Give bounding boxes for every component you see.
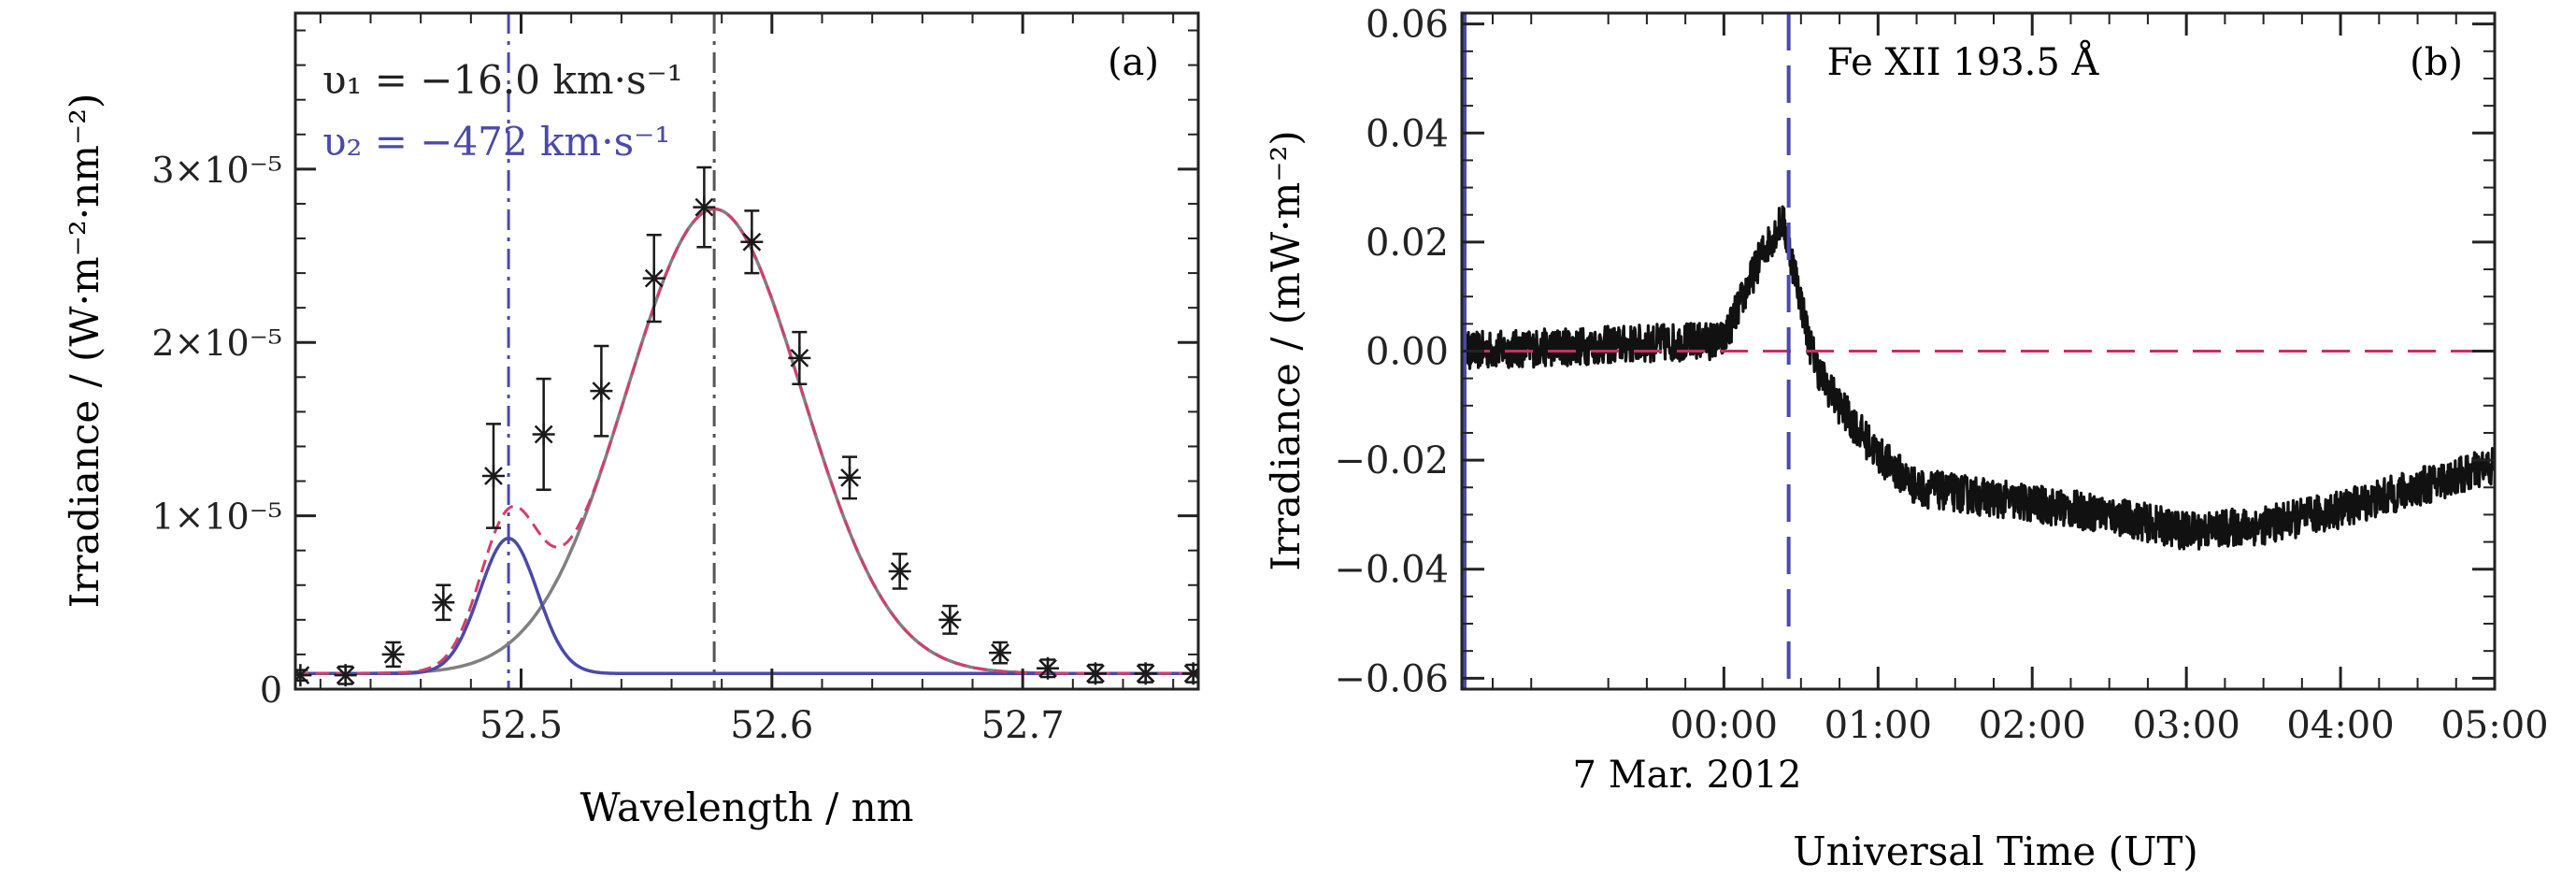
measurement-point	[1083, 662, 1107, 685]
marker-stroke	[840, 468, 859, 487]
panel-b-date-label: 7 Mar. 2012	[1573, 754, 1802, 797]
x-tick-label: 01:00	[1825, 704, 1932, 747]
measurement-point	[334, 664, 357, 687]
panel-a-plot-area	[295, 13, 1198, 689]
marker-stroke	[742, 232, 762, 252]
panel-b: 00:00 01:00 02:00 03:00 04:00 05:00 −0.06 −0.04…	[1263, 4, 2549, 874]
panel-a-label: (a)	[1108, 41, 1159, 84]
y-tick-label: 0.04	[1366, 112, 1449, 155]
panel-a-ticks: 52.5 52.6 52.7 0 1×10⁻⁵ 2×10⁻⁵ 3×10⁻⁵	[151, 13, 1198, 747]
y-tick-label: 0.02	[1366, 222, 1449, 265]
measurement-point	[642, 234, 665, 324]
main-component-fit-curve	[295, 207, 1198, 676]
x-tick-label: 52.7	[981, 704, 1065, 747]
y-tick-label: 0	[260, 669, 282, 711]
measurement-point	[788, 330, 811, 385]
marker-stroke	[790, 349, 809, 367]
measurement-point	[481, 423, 505, 529]
measurement-point	[989, 641, 1012, 665]
measurement-point	[838, 455, 862, 500]
panel-b-ticks: 00:00 01:00 02:00 03:00 04:00 05:00 −0.06 −0.04…	[1334, 4, 2548, 747]
measurement-point	[1134, 662, 1157, 685]
marker-stroke	[484, 467, 503, 485]
y-tick-label: 0.00	[1366, 331, 1449, 374]
marker-stroke	[336, 666, 355, 685]
velocity-annotation-1: υ₁ = −16.0 km·s⁻¹	[322, 57, 683, 103]
x-tick-label: 03:00	[2133, 704, 2240, 747]
panel-b-x-axis-label: Universal Time (UT)	[1793, 828, 2198, 874]
measurement-point	[1181, 662, 1198, 685]
y-tick-label: 1×10⁻⁵	[151, 497, 282, 538]
velocity-annotation-2: υ₂ = −472 km·s⁻¹	[322, 119, 670, 165]
y-tick-label: 2×10⁻⁵	[151, 323, 282, 364]
irradiance-time-series	[1462, 205, 2495, 551]
panel-a-x-axis-label: Wavelength / nm	[580, 784, 913, 830]
panel-b-plot-area	[1462, 13, 2495, 689]
marker-stroke	[1183, 667, 1198, 684]
marker-stroke	[534, 425, 553, 444]
y-tick-label: 0.06	[1366, 4, 1449, 47]
marker-stroke	[383, 645, 403, 664]
y-tick-label: −0.04	[1334, 549, 1449, 592]
panel-b-label: (b)	[2410, 41, 2463, 84]
marker-stroke	[592, 381, 611, 401]
panel-b-y-axis-label: Irradiance / (mW·m⁻²)	[1263, 130, 1309, 570]
panel-a-y-axis-label: Irradiance / (W·m⁻²·nm⁻²)	[62, 94, 107, 609]
measurement-point	[532, 377, 555, 492]
marker-stroke	[1136, 664, 1155, 684]
measurement-point	[295, 664, 312, 687]
marker-stroke	[1086, 664, 1105, 684]
y-tick-label: −0.02	[1334, 439, 1449, 482]
marker-stroke	[295, 666, 310, 683]
x-tick-label: 52.5	[479, 704, 563, 747]
y-tick-label: −0.06	[1334, 657, 1449, 700]
marker-stroke	[694, 197, 714, 217]
marker-stroke	[890, 562, 909, 581]
x-tick-label: 02:00	[1979, 704, 2086, 747]
x-tick-label: 05:00	[2440, 704, 2548, 747]
shifted-component-fit-curve	[295, 537, 1198, 676]
measurement-point	[938, 604, 962, 635]
marker-stroke	[991, 643, 1009, 662]
measurement-point	[432, 583, 455, 622]
measurement-point	[1037, 656, 1059, 680]
marker-stroke	[1038, 658, 1057, 678]
measurement-point	[590, 344, 613, 438]
measurement-point	[381, 641, 405, 669]
y-tick-label: 3×10⁻⁵	[151, 150, 282, 191]
x-tick-label: 04:00	[2286, 704, 2394, 747]
measurement-point	[888, 553, 911, 590]
measurement-point	[740, 209, 764, 275]
marker-stroke	[434, 593, 453, 612]
panel-a: 52.5 52.6 52.7 0 1×10⁻⁵ 2×10⁻⁵ 3×10⁻⁵ (a) υ₁ =…	[62, 11, 1200, 830]
measurement-point	[693, 166, 716, 249]
marker-stroke	[940, 610, 960, 629]
x-tick-label: 00:00	[1670, 704, 1778, 747]
total-fit-curve	[295, 208, 1198, 675]
x-tick-label: 52.6	[730, 704, 813, 747]
panel-a-frame	[293, 11, 1200, 691]
panel-b-title: Fe XII 193.5 Å	[1827, 40, 2100, 84]
marker-stroke	[644, 268, 664, 288]
